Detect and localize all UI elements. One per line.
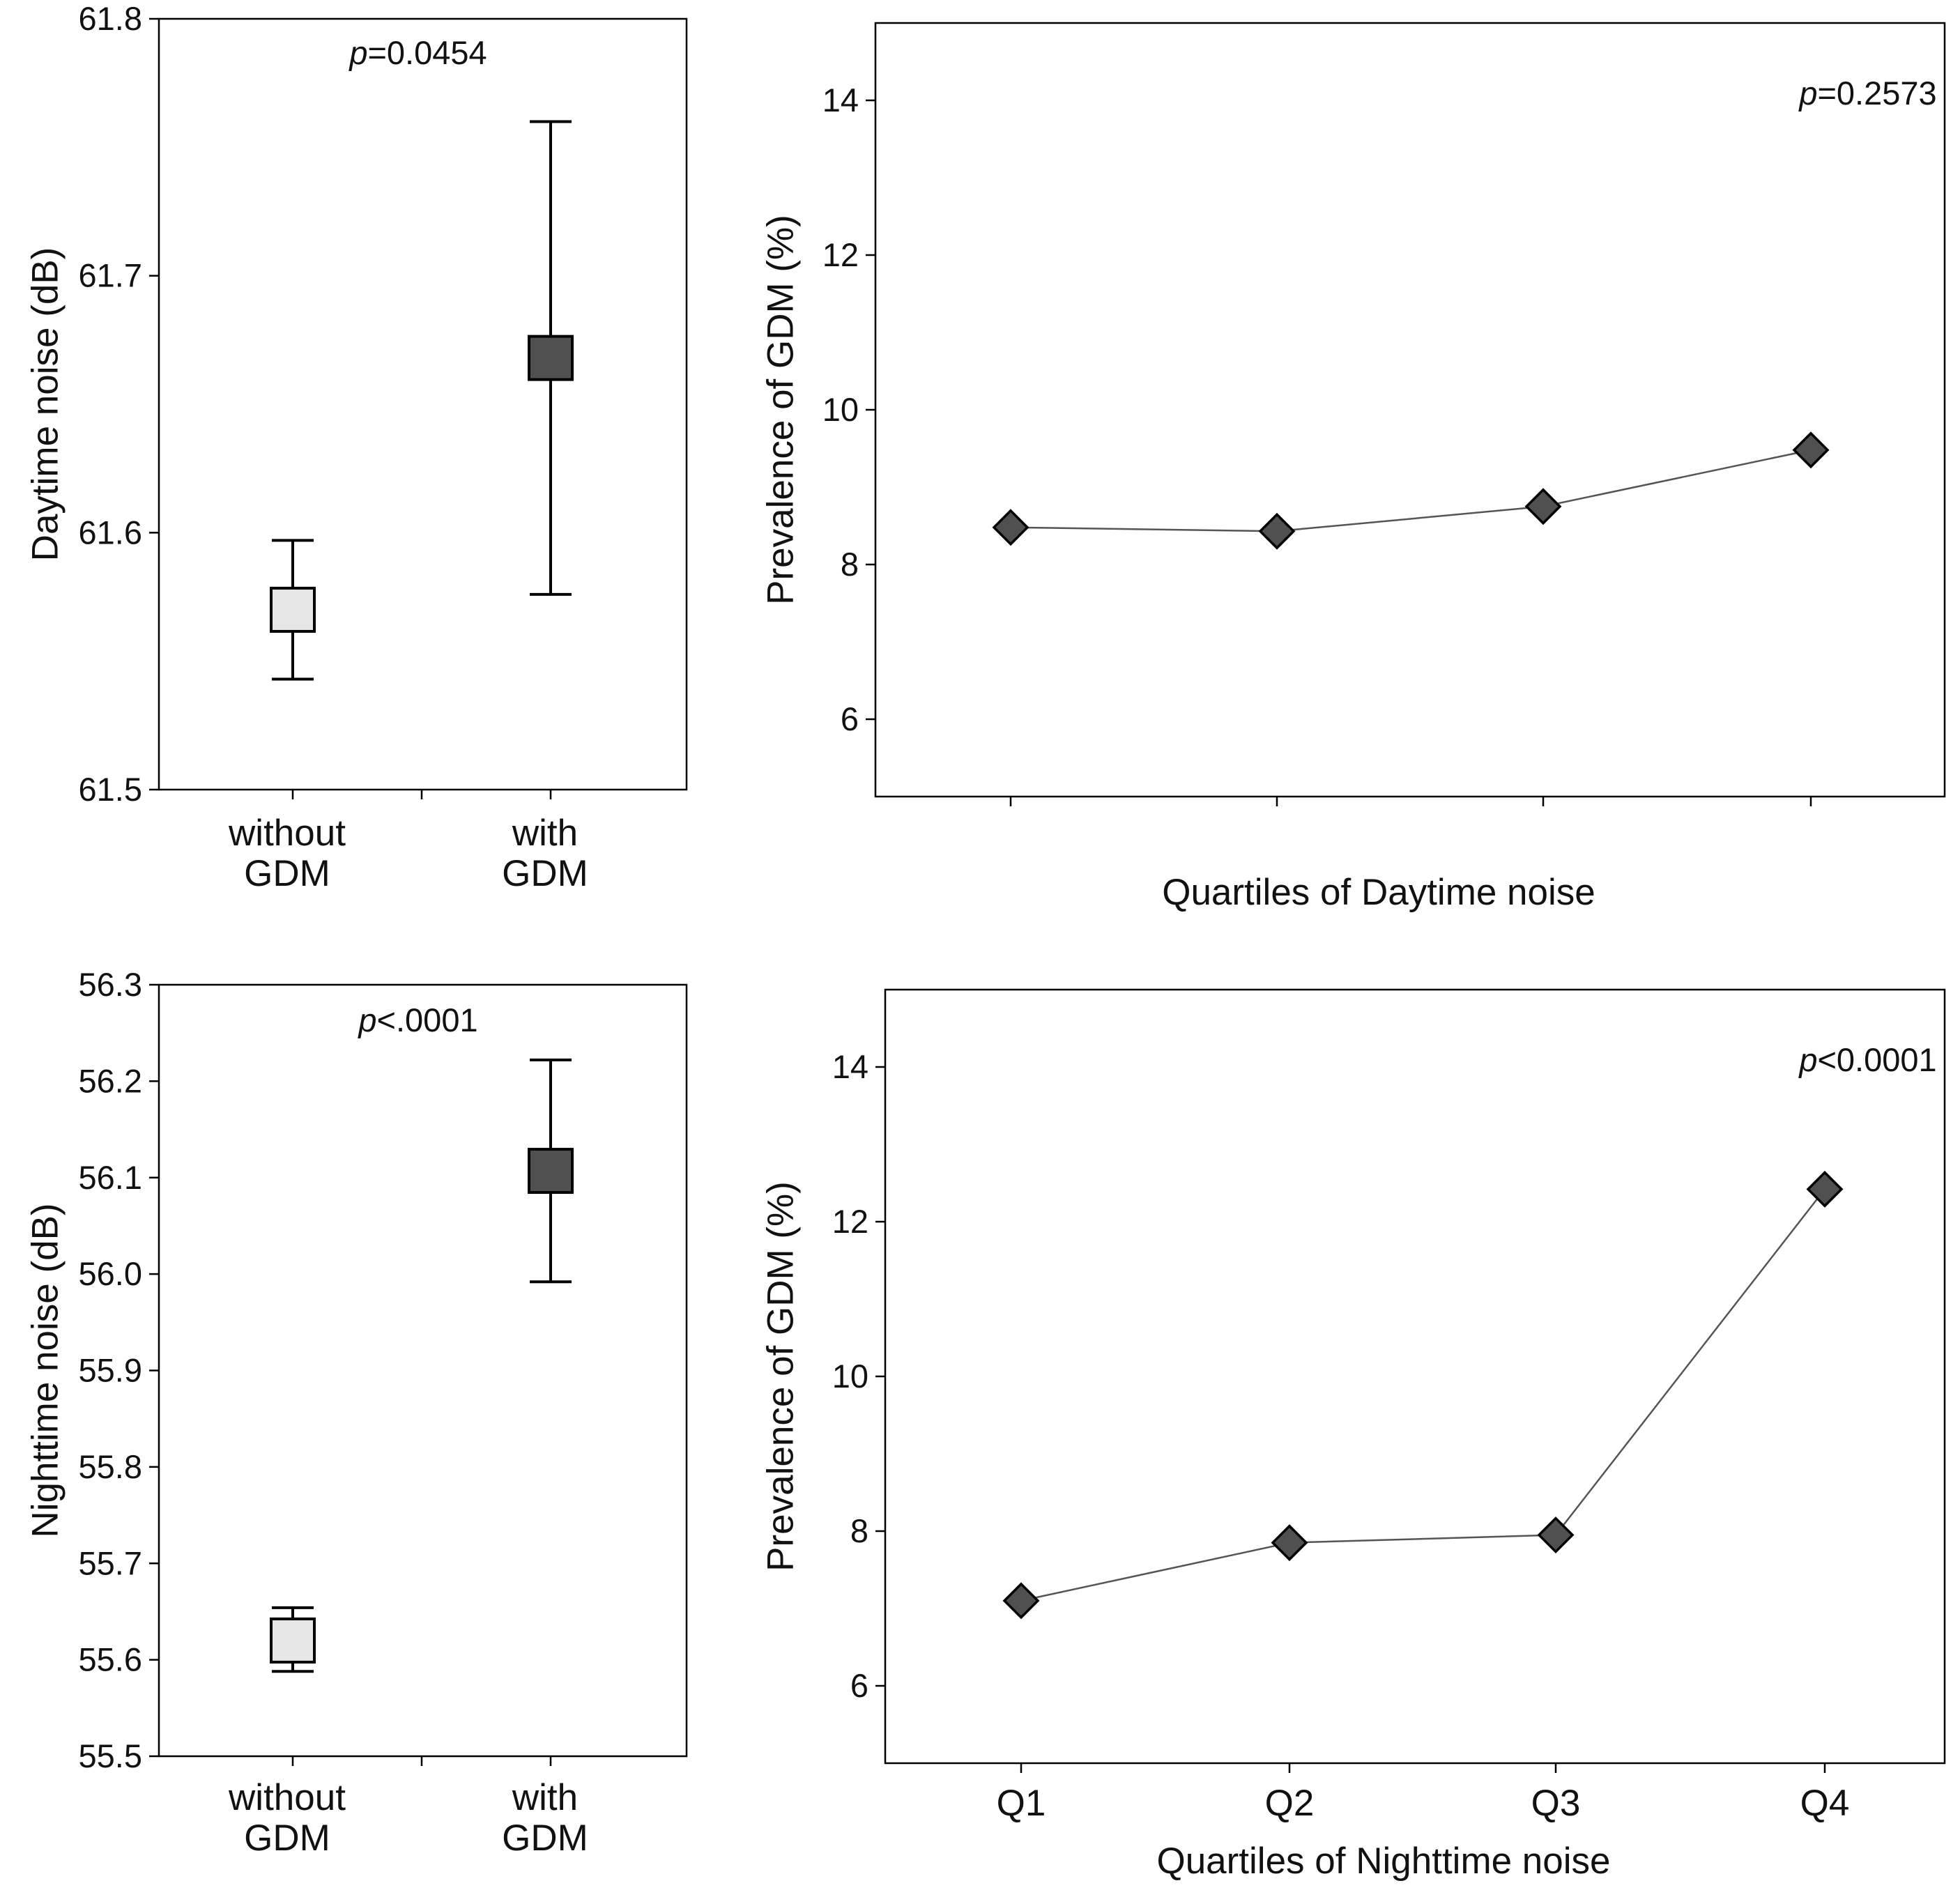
x-category-label: GDM — [244, 1818, 330, 1859]
x-category-label: with — [512, 1777, 578, 1818]
y-tick-label: 6 — [850, 1667, 868, 1704]
y-tick-label: 61.7 — [79, 257, 142, 294]
y-tick-label: 8 — [841, 546, 859, 583]
y-tick-label: 14 — [822, 82, 859, 118]
data-point-q3 — [1537, 1516, 1575, 1554]
y-tick-label: 10 — [832, 1358, 868, 1395]
y-tick-label: 61.6 — [79, 514, 142, 551]
p-value-annotation: p=0.0454 — [348, 34, 487, 71]
data-point-q2 — [1258, 512, 1296, 550]
y-tick-label: 55.9 — [79, 1352, 142, 1389]
y-tick-label: 14 — [832, 1048, 868, 1085]
y-tick-label: 10 — [822, 391, 859, 428]
plot-frame — [874, 22, 1946, 798]
x-category-label: without — [228, 813, 346, 854]
p-value-annotation: p=0.2573 — [1798, 75, 1936, 112]
y-tick-label: 12 — [822, 236, 859, 273]
y-tick-label: 55.6 — [79, 1641, 142, 1678]
panel-daytime-noise-by-gdm: 61.5 61.6 61.7 61.8 Daytime noise (dB) p=0.04… — [25, 0, 688, 894]
x-axis-title: Quartiles of Daytime noise — [1162, 872, 1595, 913]
x-category-label: Q4 — [1800, 1783, 1850, 1824]
y-axis-title: Daytime noise (dB) — [25, 247, 66, 562]
y-axis-title: Prevalence of GDM (%) — [760, 1181, 802, 1572]
y-axis-title: Nighttime noise (dB) — [25, 1203, 66, 1537]
series-line — [1020, 1188, 1825, 1602]
mean-marker-with-gdm — [528, 1148, 574, 1195]
p-value-annotation: p<.0001 — [357, 1001, 477, 1038]
x-category-label: with — [512, 813, 578, 854]
x-category-label: Q2 — [1265, 1783, 1315, 1824]
data-point-q1 — [992, 509, 1029, 546]
panel-gdm-prevalence-nighttime-quartiles: 6 8 10 12 14 Prevalence of GDM (%) p<0.0001 Q1 Q… — [760, 988, 1946, 1882]
x-axis-title: Quartiles of Nighttime noise — [1156, 1841, 1610, 1882]
y-tick-label: 56.2 — [79, 1062, 142, 1099]
panel-gdm-prevalence-daytime-quartiles: 6 8 10 12 14 Prevalence of GDM (%) p=0.2573 Qua… — [760, 22, 1946, 913]
plot-frame — [158, 983, 688, 1758]
mean-marker-without-gdm — [270, 1617, 316, 1664]
p-value-text: =0.0454 — [367, 34, 487, 71]
x-category-label: Q1 — [997, 1783, 1046, 1824]
p-value-symbol: p — [1798, 75, 1817, 112]
panel-nighttime-noise-by-gdm: 55.5 55.6 55.7 55.8 55.9 56.0 56.1 56.2 56.3 Nigh… — [25, 966, 688, 1859]
y-tick-label: 61.5 — [79, 771, 142, 808]
data-point-q2 — [1271, 1524, 1308, 1562]
y-tick-label: 6 — [841, 700, 859, 737]
y-tick-label: 56.1 — [79, 1159, 142, 1196]
x-category-label: GDM — [502, 853, 588, 894]
p-value-text: =0.2573 — [1817, 75, 1936, 112]
plot-frame — [158, 17, 688, 791]
p-value-symbol: p — [357, 1001, 376, 1038]
x-category-label: Q3 — [1531, 1783, 1581, 1824]
y-axis-title: Prevalence of GDM (%) — [760, 215, 802, 605]
mean-marker-without-gdm — [270, 586, 316, 633]
p-value-annotation: p<0.0001 — [1798, 1041, 1936, 1078]
y-tick-label: 56.3 — [79, 966, 142, 1003]
y-tick-label: 55.7 — [79, 1544, 142, 1581]
plot-frame — [884, 988, 1946, 1765]
y-tick-label: 55.5 — [79, 1737, 142, 1774]
y-tick-label: 56.0 — [79, 1255, 142, 1292]
p-value-symbol: p — [348, 34, 367, 71]
series-line — [1010, 449, 1812, 532]
data-point-q1 — [1002, 1582, 1040, 1620]
y-tick-label: 55.8 — [79, 1448, 142, 1485]
mean-marker-with-gdm — [528, 335, 574, 381]
x-category-label: GDM — [502, 1818, 588, 1859]
y-tick-label: 8 — [850, 1512, 868, 1549]
data-point-q4 — [1806, 1170, 1844, 1208]
p-value-symbol: p — [1798, 1041, 1817, 1078]
data-point-q3 — [1524, 488, 1562, 525]
x-category-label: without — [228, 1777, 346, 1818]
y-tick-label: 61.8 — [79, 0, 142, 37]
p-value-text: <.0001 — [377, 1001, 478, 1038]
p-value-text: <0.0001 — [1817, 1041, 1936, 1078]
x-category-label: GDM — [244, 853, 330, 894]
y-tick-label: 12 — [832, 1203, 868, 1240]
data-point-q4 — [1792, 431, 1830, 469]
